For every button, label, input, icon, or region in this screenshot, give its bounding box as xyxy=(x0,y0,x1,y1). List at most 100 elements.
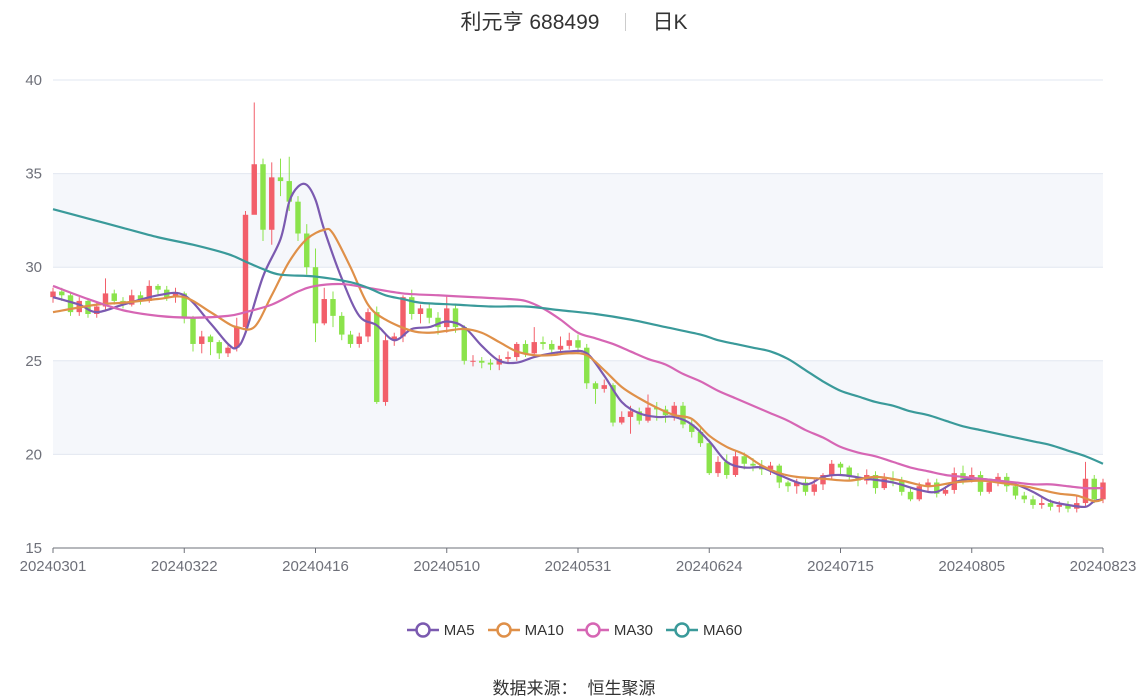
candle-body xyxy=(461,327,467,361)
candle-body xyxy=(426,308,432,318)
candle-body xyxy=(925,482,931,487)
candle-body xyxy=(785,482,791,487)
candle xyxy=(767,461,774,475)
candle xyxy=(137,291,144,305)
candle-body xyxy=(330,299,336,316)
candle-body xyxy=(172,293,179,298)
title-separator xyxy=(625,13,627,31)
candle xyxy=(1039,497,1045,509)
candle-body xyxy=(251,164,257,215)
candle xyxy=(242,211,249,331)
legend: MA5 MA10 MA30 MA60 xyxy=(0,621,1148,639)
legend-item-ma10[interactable]: MA10 xyxy=(487,621,564,639)
candle-body xyxy=(907,491,914,500)
candle-body xyxy=(750,463,756,466)
candle-body xyxy=(592,383,599,389)
candle-body xyxy=(794,482,800,487)
candle-body xyxy=(129,295,135,305)
candle-body xyxy=(942,489,949,494)
candle xyxy=(1065,501,1071,513)
candle xyxy=(1074,495,1080,513)
candle-body xyxy=(347,334,354,344)
y-tick-label: 30 xyxy=(25,259,42,276)
candle xyxy=(155,284,161,296)
candle-body xyxy=(67,295,74,313)
candle-body xyxy=(374,312,380,402)
candle xyxy=(724,454,730,479)
candle-body xyxy=(549,343,555,350)
candle-body xyxy=(916,486,922,500)
candle-body xyxy=(444,308,450,328)
candle xyxy=(1100,478,1106,504)
candle-body xyxy=(557,345,564,350)
candle xyxy=(382,334,389,406)
grid-lines xyxy=(53,79,1103,455)
legend-item-ma30[interactable]: MA30 xyxy=(576,621,653,639)
candle-body xyxy=(811,484,817,492)
ma-line-ma10 xyxy=(52,227,1104,503)
candle xyxy=(645,394,651,423)
candle-body xyxy=(584,347,590,384)
candle-body xyxy=(277,177,284,182)
candle-body xyxy=(1056,504,1062,507)
candle xyxy=(907,488,914,502)
x-tick-label: 20240510 xyxy=(413,558,480,575)
legend-item-ma60[interactable]: MA60 xyxy=(665,621,742,639)
legend-label: MA30 xyxy=(613,622,654,639)
candle-body xyxy=(94,306,100,314)
x-tick-label: 20240715 xyxy=(807,558,874,575)
x-tick-label: 20240416 xyxy=(282,558,349,575)
candle xyxy=(977,471,984,496)
chart-title: 利元亨 688499 日K xyxy=(0,6,1148,36)
candle-body xyxy=(470,360,476,362)
grid-band xyxy=(53,173,1103,268)
candle-body xyxy=(680,405,686,425)
y-tick-label: 20 xyxy=(25,446,42,463)
candle-body xyxy=(312,267,319,324)
candle-body xyxy=(487,362,494,365)
candle-body xyxy=(837,463,844,468)
candle xyxy=(207,334,214,356)
candle xyxy=(566,332,572,350)
candle-body xyxy=(846,467,852,477)
x-tick-label: 20240823 xyxy=(1070,558,1137,575)
candle-body xyxy=(575,340,581,348)
candle xyxy=(417,304,424,324)
x-tick-label: 20240624 xyxy=(676,558,743,575)
candle xyxy=(129,289,135,307)
candle xyxy=(426,302,432,324)
candle-body xyxy=(479,360,485,363)
candle xyxy=(452,304,459,333)
candle xyxy=(347,330,354,348)
grid-bands xyxy=(53,173,1103,455)
candle xyxy=(251,102,257,215)
candle xyxy=(225,343,231,358)
y-tick-label: 25 xyxy=(25,353,42,370)
candle-body xyxy=(645,407,651,421)
candle xyxy=(216,340,222,359)
candle xyxy=(627,405,634,434)
candle-body xyxy=(409,297,415,314)
candle-body xyxy=(382,340,389,402)
candle-body xyxy=(505,357,511,359)
candle xyxy=(304,224,310,275)
candle-body xyxy=(295,201,301,234)
legend-item-ma5[interactable]: MA5 xyxy=(406,621,475,639)
candle xyxy=(689,418,695,438)
candle xyxy=(67,293,74,316)
candle-body xyxy=(706,443,712,474)
candle-body xyxy=(111,293,117,301)
candle-body xyxy=(1100,482,1106,500)
candle-body xyxy=(435,317,441,328)
candle-body xyxy=(216,342,222,354)
candle xyxy=(584,343,590,389)
candle xyxy=(601,379,607,393)
y-tick-label: 40 xyxy=(25,72,42,89)
candle xyxy=(1021,491,1027,504)
candle-body xyxy=(724,461,730,475)
y-axis: 15 20 25 30 35 40 xyxy=(25,72,42,557)
candle-body xyxy=(1021,495,1027,500)
candle xyxy=(190,315,196,352)
ma-line-ma5 xyxy=(52,182,1104,509)
candle-body xyxy=(1012,486,1019,496)
